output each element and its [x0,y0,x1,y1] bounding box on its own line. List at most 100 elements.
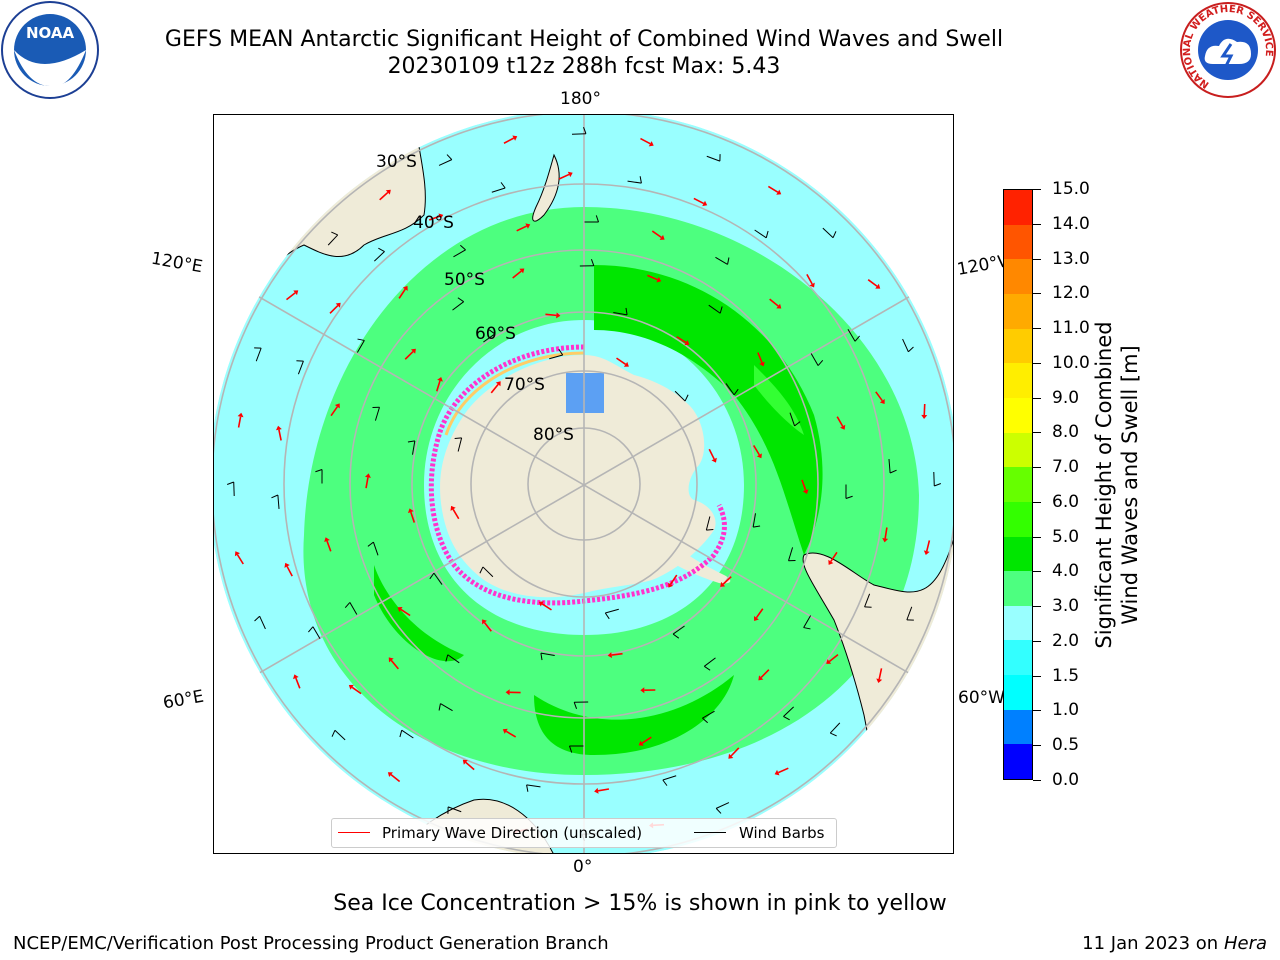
lon-label-180: 180° [560,89,601,109]
colorbar-tick-label: 15.0 [1052,179,1090,199]
wind-barb [372,406,380,421]
wave-arrow [882,527,889,543]
wave-arrow [769,298,782,309]
wave-arrow [428,213,444,221]
wave-arrow [387,772,401,783]
wind-barb [526,784,541,792]
wave-arrow [638,736,652,746]
lat-label-30s: 30°S [376,152,417,172]
wind-barb [715,802,730,814]
wind-barb [584,215,599,223]
wave-arrow [801,479,809,494]
colorbar-tick-label: 14.0 [1052,213,1090,234]
colorbar-tick-label: 10.0 [1052,352,1090,373]
wind-barb [491,182,506,193]
colorbar-segment [1004,328,1032,364]
wave-arrow [651,230,665,240]
noaa-logo-text: NOAA [26,24,75,42]
colorbar-segment [1004,432,1032,468]
wind-barb [374,247,385,262]
wind-barb [445,654,460,664]
wave-band-4m-east [594,265,823,555]
wave-arrow [407,508,416,523]
wind-barb [788,547,796,562]
colorbar-tick-label: 5.0 [1052,526,1080,547]
wave-arrow [708,448,717,463]
colorbar-segment [1004,224,1032,260]
colorbar [1003,189,1033,780]
colorbar-tick [1033,536,1041,538]
noaa-logo: NOAA [1,1,99,99]
new-zealand-land [532,153,560,222]
wave-arrow [545,312,561,319]
wave-arrow [516,223,531,232]
wave-arrow [330,403,340,417]
wind-barb [227,481,235,497]
colorbar-tick-label: 8.0 [1052,422,1080,443]
wave-arrow [234,551,244,565]
colorbar-tick-label: 11.0 [1052,318,1090,339]
wind-barb [438,703,453,712]
wave-arrow [348,684,362,695]
colorbar-label-line1: Significant Height of Combined [1092,321,1116,649]
colorbar-segment [1004,744,1032,779]
wave-arrow [836,416,846,430]
legend-wind-barb-line [694,832,726,833]
colorbar-tick-label: 9.0 [1052,387,1080,408]
polar-map [213,114,954,854]
colorbar-tick-label: 3.0 [1052,596,1080,617]
wave-arrow [482,619,492,632]
wind-barb [356,338,365,353]
wave-arrow [676,336,690,346]
wind-barb [754,229,769,239]
lon-label-60e: 60°E [161,686,206,714]
colorbar-tick [1033,223,1041,225]
colorbar-tick [1033,293,1041,295]
colorbar-tick-label: 4.0 [1052,561,1080,582]
wave-arrow [490,381,501,394]
colorbar-tick-label: 2.0 [1052,630,1080,651]
wind-barb [702,710,715,724]
wave-arrow [538,601,552,611]
wind-barb [803,615,812,630]
colorbar-tick [1033,780,1041,781]
wave-arrow [237,412,244,428]
wind-barb [704,657,716,671]
wave-arrow [647,274,662,283]
meridian-120-300 [214,264,953,706]
wave-arrow [324,537,332,552]
wind-barb [708,304,723,314]
legend-wind-barb-label: Wind Barbs [739,824,825,842]
footer-machine: Hera [1223,933,1267,954]
colorbar-tick [1033,362,1041,364]
wind-barb [271,494,280,509]
colorbar-segment [1004,190,1032,225]
colorbar-segment [1004,571,1032,606]
colorbar-segment [1004,640,1032,676]
colorbar-tick-label: 1.0 [1052,700,1080,721]
wind-barb [573,701,589,709]
wave-arrow [668,574,678,588]
colorbar-label-line2: Wind Waves and Swell [m] [1118,345,1142,625]
colorbar-tick [1033,710,1041,712]
wave-arrow [512,268,525,279]
wave-arrow [364,473,371,489]
wind-barb [847,328,860,342]
wind-barb [367,541,379,556]
colorbar-tick-label: 13.0 [1052,248,1090,269]
map-subtitle: 20230109 t12z 288h fcst Max: 5.43 [387,54,781,79]
colorbar-segment [1004,709,1032,745]
wave-arrow [285,290,299,301]
wind-barb [483,329,496,343]
colorbar-segment [1004,536,1032,572]
wave-arrow [693,197,708,207]
wind-barb [829,722,841,737]
colorbar-segment [1004,467,1032,502]
colorbar-tick-label: 12.0 [1052,283,1090,304]
wind-barb [331,729,346,741]
wave-arrow [767,185,782,195]
wind-barb [344,602,358,615]
map-title: GEFS MEAN Antarctic Significant Height o… [164,27,1004,52]
wind-barb [715,256,730,265]
wind-barb [725,383,739,396]
